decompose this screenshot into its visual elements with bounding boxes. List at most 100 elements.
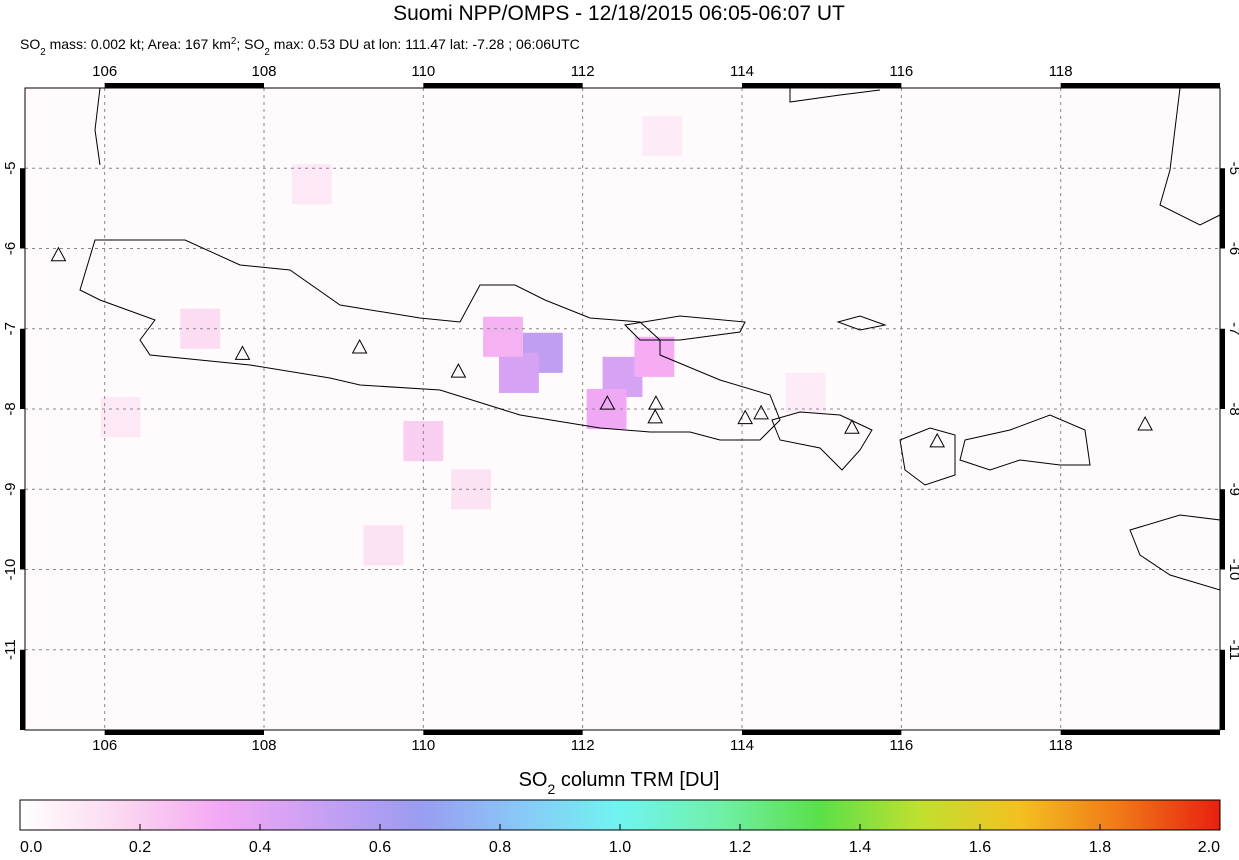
coastline: [94, 87, 101, 166]
x-tick-label: 110: [411, 737, 435, 754]
volcano: [648, 395, 664, 410]
colorbar-tick-label: 1.0: [609, 839, 631, 855]
so2-cell: [451, 469, 492, 510]
so2-cell: [403, 421, 444, 462]
so2-cell: [642, 116, 683, 157]
so2-cell: [499, 352, 539, 393]
x-tick-label: 110: [411, 63, 435, 80]
coastlines: [79, 87, 1221, 591]
colorbar-tick-label: 0.4: [249, 839, 271, 855]
y-tick-label: -5: [1226, 162, 1239, 175]
colorbar-tick-label: 0.0: [20, 839, 42, 855]
text-part: SO: [20, 36, 40, 52]
colorbar-tick-label: 0.6: [369, 839, 391, 855]
y-tick-label: -11: [1226, 639, 1239, 660]
so2-cell: [291, 164, 332, 205]
y-tick-label: -9: [1226, 483, 1239, 496]
y-tick-label: -5: [2, 162, 19, 175]
frame-bar: [104, 83, 265, 88]
so2-cell: [363, 525, 404, 566]
frame-bar: [104, 730, 265, 735]
x-tick-label: 118: [1049, 63, 1073, 80]
volcano: [234, 345, 251, 360]
x-tick-label: 108: [251, 63, 276, 80]
y-tick-label: -8: [1226, 402, 1239, 415]
x-tick-label: 108: [251, 737, 276, 754]
volcano: [844, 419, 860, 434]
coastline: [1129, 514, 1221, 591]
frame-bar: [20, 649, 25, 730]
text-part: 2: [40, 47, 45, 58]
volcano: [1137, 415, 1153, 431]
text-part: 2: [264, 47, 269, 58]
so2-cell: [483, 316, 523, 357]
colorbar-tick-label: 1.4: [849, 839, 871, 855]
y-tick-label: -10: [2, 559, 19, 581]
frame-bar: [20, 328, 25, 409]
chart-title: Suomi NPP/OMPS - 12/18/2015 06:05-06:07 …: [393, 2, 845, 25]
coastline: [789, 88, 881, 103]
text-part: column TRM [DU]: [555, 769, 719, 791]
x-tick-label: 112: [571, 737, 595, 754]
y-tick-label: -6: [1226, 242, 1239, 255]
so2-cell: [785, 372, 826, 414]
frame-bar: [1220, 649, 1225, 730]
y-tick-label: -10: [1226, 559, 1239, 581]
x-tick-label: 116: [889, 63, 913, 80]
x-tick-label: 106: [92, 63, 117, 80]
colorbar-tick-label: 0.8: [489, 839, 511, 855]
frame-bar: [1060, 730, 1220, 735]
map-frame: [24, 87, 1221, 731]
volcano: [50, 246, 67, 262]
x-tick-label: 112: [571, 63, 595, 80]
text-part: 2: [231, 36, 236, 47]
frame-bar: [20, 489, 25, 570]
volcano: [647, 408, 664, 424]
colorbar-tick-label: 1.8: [1089, 839, 1111, 855]
x-tick-label: 114: [730, 737, 754, 754]
y-tick-label: -7: [2, 322, 19, 335]
colorbar-tick-label: 1.6: [969, 839, 991, 855]
colorbar-tick-label: 0.2: [129, 839, 151, 855]
text-part: max: 0.53 DU at lon: 111.47 lat: -7.28 ;…: [270, 36, 580, 52]
map: [25, 88, 1220, 730]
colorbar-label: SO2 column TRM [DU]: [519, 769, 720, 797]
frame-bar: [1060, 83, 1220, 88]
volcano: [737, 409, 754, 425]
coastline: [899, 427, 956, 486]
y-tick-label: -7: [1226, 322, 1239, 335]
so2-cell: [634, 336, 675, 377]
text-part: 2: [548, 781, 556, 797]
coastline: [79, 239, 781, 441]
coastline: [771, 411, 873, 471]
frame-bar: [423, 730, 583, 735]
x-tick-label: 106: [92, 737, 117, 754]
frame-bar: [423, 83, 583, 88]
volcano: [753, 404, 769, 420]
x-tick-label: 118: [1049, 737, 1073, 754]
frame-bar: [742, 730, 902, 735]
so2-cell: [100, 396, 141, 438]
volcano: [599, 395, 616, 410]
text-part: ; SO: [236, 36, 264, 52]
volcano: [450, 363, 467, 378]
frame-bar: [742, 83, 902, 88]
frame-bar: [1220, 489, 1225, 570]
x-tick-label: 114: [730, 63, 754, 80]
subtitle: SO2 mass: 0.002 kt; Area: 167 km2; SO2 m…: [20, 36, 580, 58]
coastline: [623, 315, 746, 341]
volcano: [351, 338, 368, 354]
y-tick-label: -11: [2, 639, 19, 660]
y-tick-label: -8: [2, 402, 19, 415]
volcano: [929, 432, 946, 448]
coastline: [1159, 87, 1221, 226]
frame-bar: [20, 168, 25, 249]
text-part: SO: [519, 769, 548, 791]
x-tick-label: 116: [889, 737, 913, 754]
text-part: mass: 0.002 kt; Area: 167 km: [46, 36, 231, 52]
frame-bar: [1220, 328, 1225, 409]
y-tick-label: -9: [2, 483, 19, 496]
colorbar-tick-label: 1.2: [729, 839, 751, 855]
coastline: [836, 315, 887, 331]
